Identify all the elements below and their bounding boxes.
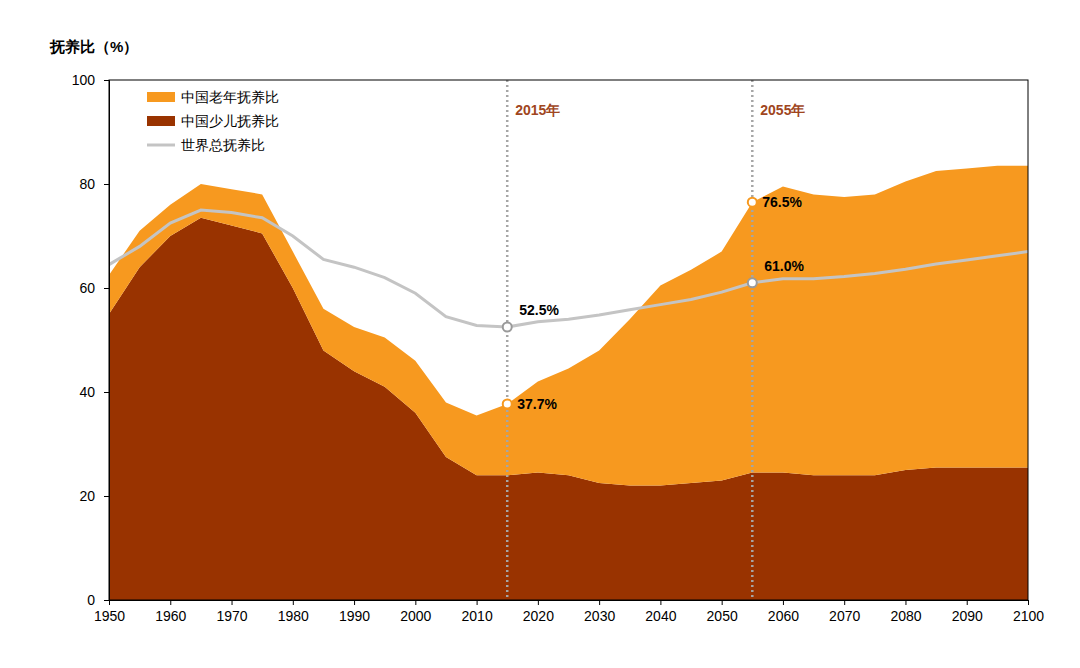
x-tick-mark bbox=[293, 600, 294, 605]
x-tick-label: 1950 bbox=[94, 608, 125, 624]
x-tick-mark bbox=[844, 600, 845, 605]
y-axis-title: 抚养比（%） bbox=[49, 38, 138, 55]
x-tick: 2080 bbox=[890, 600, 921, 624]
x-tick-label: 1990 bbox=[339, 608, 370, 624]
y-tick-mark bbox=[104, 496, 109, 497]
legend-item: 世界总抚养比 bbox=[147, 137, 265, 153]
x-tick-label: 1980 bbox=[278, 608, 309, 624]
legend-swatch bbox=[147, 92, 175, 102]
x-tick-mark bbox=[660, 600, 661, 605]
y-axis: 0 20 40 60 80 100 bbox=[72, 72, 110, 608]
x-tick: 2050 bbox=[707, 600, 738, 624]
y-tick-mark bbox=[104, 288, 109, 289]
x-tick: 1970 bbox=[216, 600, 247, 624]
x-tick-label: 2000 bbox=[400, 608, 431, 624]
x-tick: 1960 bbox=[155, 600, 186, 624]
x-tick: 1950 bbox=[94, 600, 125, 624]
x-tick: 2020 bbox=[523, 600, 554, 624]
y-tick-label: 20 bbox=[79, 488, 95, 504]
y-axis-line bbox=[104, 81, 110, 601]
x-tick-label: 1970 bbox=[216, 608, 247, 624]
x-tick: 2070 bbox=[829, 600, 860, 624]
y-tick: 100 bbox=[72, 72, 109, 88]
x-tick: 2100 bbox=[1013, 600, 1044, 624]
y-tick: 60 bbox=[79, 280, 109, 296]
annotation-label: 37.7% bbox=[517, 396, 557, 412]
x-tick-label: 2080 bbox=[890, 608, 921, 624]
x-tick-mark bbox=[905, 600, 906, 605]
x-tick-label: 2050 bbox=[707, 608, 738, 624]
legend-label: 中国老年抚养比 bbox=[181, 89, 279, 105]
x-tick-mark bbox=[232, 600, 233, 605]
legend-item: 中国老年抚养比 bbox=[147, 89, 279, 105]
legend-label: 中国少儿抚养比 bbox=[181, 113, 279, 129]
x-tick: 2040 bbox=[645, 600, 676, 624]
annotation-point bbox=[748, 278, 757, 287]
reference-label: 2015年 bbox=[515, 102, 560, 118]
annotation-label: 76.5% bbox=[762, 194, 802, 210]
x-tick-label: 2090 bbox=[952, 608, 983, 624]
x-tick-mark bbox=[967, 600, 968, 605]
x-tick-mark bbox=[1028, 600, 1029, 605]
y-tick-mark bbox=[104, 600, 109, 601]
y-tick: 20 bbox=[79, 488, 109, 504]
plot-frame bbox=[109, 80, 1028, 600]
annotation-label: 61.0% bbox=[764, 258, 804, 274]
y-tick: 40 bbox=[79, 384, 109, 400]
legend-swatch bbox=[147, 144, 175, 147]
chart: 1950196019701980199020002010202020302040… bbox=[0, 0, 1080, 668]
area-series bbox=[109, 166, 1028, 486]
y-tick-mark bbox=[104, 392, 109, 393]
x-tick-mark bbox=[722, 600, 723, 605]
x-tick-label: 2030 bbox=[584, 608, 615, 624]
y-tick-label: 80 bbox=[79, 176, 95, 192]
x-tick: 1980 bbox=[278, 600, 309, 624]
y-tick-mark bbox=[104, 80, 109, 81]
annotation-point bbox=[748, 198, 757, 207]
x-tick-label: 2070 bbox=[829, 608, 860, 624]
plot-area bbox=[109, 80, 1028, 600]
x-tick-mark bbox=[415, 600, 416, 605]
reference-line bbox=[751, 80, 754, 600]
x-tick-label: 2040 bbox=[645, 608, 676, 624]
x-tick-label: 2060 bbox=[768, 608, 799, 624]
annotation-point bbox=[503, 399, 512, 408]
x-tick-label: 1960 bbox=[155, 608, 186, 624]
x-tick-label: 2010 bbox=[462, 608, 493, 624]
reference-line bbox=[506, 80, 509, 600]
legend: 中国老年抚养比中国少儿抚养比世界总抚养比 bbox=[147, 89, 279, 153]
x-tick: 2010 bbox=[462, 600, 493, 624]
x-tick: 2060 bbox=[768, 600, 799, 624]
annotation-point bbox=[503, 323, 512, 332]
x-tick-mark bbox=[477, 600, 478, 605]
x-tick: 2000 bbox=[400, 600, 431, 624]
x-tick-label: 2100 bbox=[1013, 608, 1044, 624]
x-axis-line bbox=[110, 601, 1029, 606]
reference-label: 2055年 bbox=[760, 102, 805, 118]
x-axis: 1950 1960 1970 1980 1990 2000 2010 2020 2030 2040… bbox=[94, 600, 1044, 624]
y-tick-label: 40 bbox=[79, 384, 95, 400]
annotation-label: 52.5% bbox=[519, 302, 559, 318]
x-tick-mark bbox=[170, 600, 171, 605]
y-tick-mark bbox=[104, 184, 109, 185]
x-tick: 1990 bbox=[339, 600, 370, 624]
y-tick-label: 100 bbox=[72, 72, 96, 88]
legend-swatch bbox=[147, 116, 175, 126]
legend-label: 世界总抚养比 bbox=[181, 137, 265, 153]
x-tick-mark bbox=[599, 600, 600, 605]
x-tick-mark bbox=[354, 600, 355, 605]
x-tick-mark bbox=[538, 600, 539, 605]
y-tick-label: 60 bbox=[79, 280, 95, 296]
x-tick: 2030 bbox=[584, 600, 615, 624]
line-series bbox=[109, 210, 1028, 327]
x-tick-mark bbox=[783, 600, 784, 605]
x-tick: 2090 bbox=[952, 600, 983, 624]
y-tick-label: 0 bbox=[87, 592, 95, 608]
x-tick-label: 2020 bbox=[523, 608, 554, 624]
y-tick: 0 bbox=[87, 592, 109, 608]
legend-item: 中国少儿抚养比 bbox=[147, 113, 279, 129]
y-tick: 80 bbox=[79, 176, 109, 192]
